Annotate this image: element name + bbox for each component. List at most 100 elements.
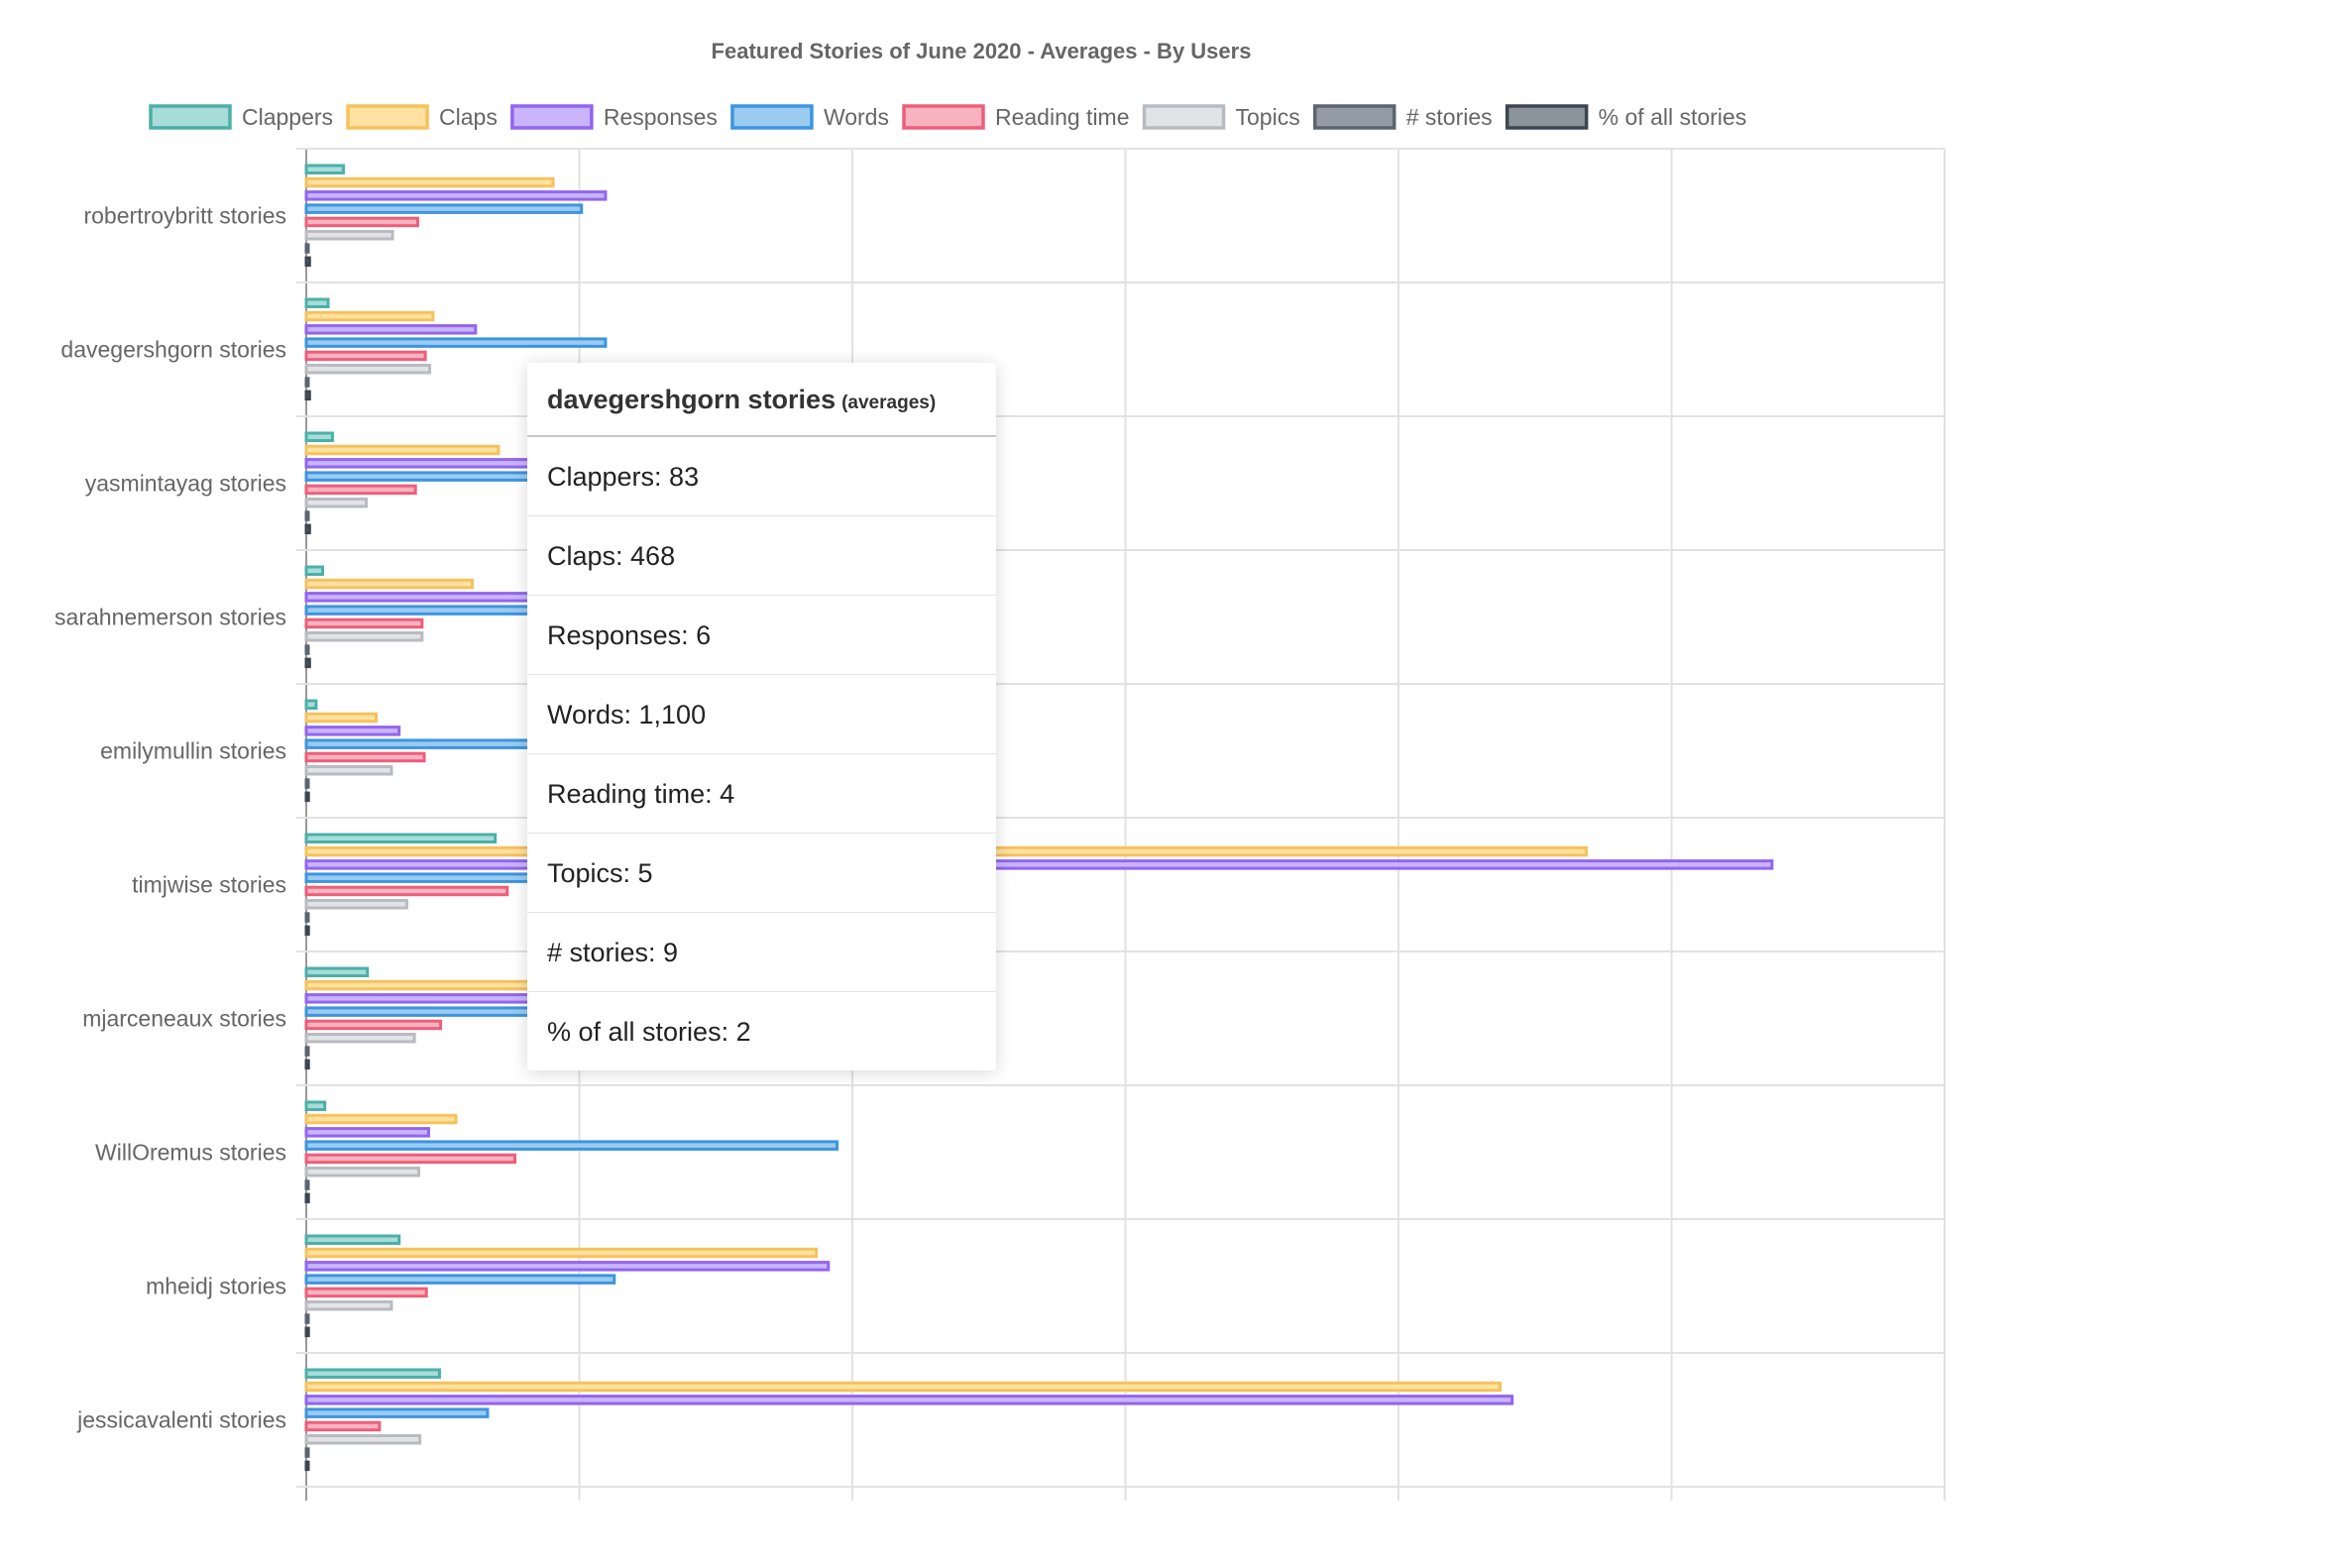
legend-item[interactable]: Clappers (149, 104, 333, 130)
legend-item[interactable]: Responses (510, 104, 718, 130)
bar[interactable] (304, 176, 555, 188)
bar[interactable] (304, 1313, 310, 1324)
bar[interactable] (304, 631, 424, 642)
bar[interactable] (304, 1059, 310, 1070)
bar[interactable] (304, 833, 498, 843)
tooltip-title: davegershgorn stories (547, 385, 837, 414)
bar[interactable] (304, 390, 311, 401)
bar[interactable] (304, 337, 608, 348)
bar[interactable] (304, 1127, 430, 1138)
bar[interactable] (304, 1420, 382, 1432)
bar[interactable] (304, 310, 435, 322)
tooltip-row: Reading time: 4 (527, 754, 996, 834)
bar[interactable] (304, 216, 419, 228)
legend-label: Topics (1236, 104, 1300, 130)
bar[interactable] (304, 791, 310, 803)
bar[interactable] (304, 230, 394, 241)
legend-item[interactable]: Reading time (902, 104, 1130, 130)
bar[interactable] (304, 1261, 831, 1272)
bar[interactable] (304, 1179, 310, 1190)
legend: Clappers Claps Responses Words Reading time T… (149, 104, 1747, 130)
bar[interactable] (304, 1395, 1514, 1405)
tooltip-subtitle: (averages) (841, 392, 937, 413)
bar[interactable] (304, 657, 311, 669)
bar[interactable] (304, 993, 535, 1004)
y-tick-label: yasmintayag stories (85, 471, 286, 497)
bar[interactable] (304, 1033, 416, 1044)
legend-swatch (510, 104, 594, 130)
bar[interactable] (304, 859, 1774, 870)
bar[interactable] (304, 1006, 562, 1017)
legend-item[interactable]: Topics (1142, 104, 1300, 130)
tooltip-row: Topics: 5 (527, 834, 996, 913)
bar[interactable] (304, 1100, 327, 1111)
bar[interactable] (304, 1326, 310, 1338)
bar[interactable] (304, 498, 369, 508)
bar[interactable] (304, 350, 427, 362)
legend-swatch (149, 104, 232, 130)
bar[interactable] (304, 324, 478, 335)
bar[interactable] (304, 431, 334, 442)
bar[interactable] (304, 523, 311, 535)
bar[interactable] (304, 1046, 310, 1057)
bar[interactable] (304, 510, 310, 521)
legend-item[interactable]: Words (730, 104, 889, 130)
bar[interactable] (304, 1153, 516, 1165)
bar[interactable] (304, 364, 432, 375)
bar[interactable] (304, 256, 311, 268)
bar[interactable] (304, 1381, 1502, 1393)
bar[interactable] (304, 712, 379, 724)
bar[interactable] (304, 164, 345, 174)
bar[interactable] (304, 912, 310, 923)
bar[interactable] (304, 925, 310, 937)
bar[interactable] (304, 644, 310, 655)
legend-item[interactable]: Claps (346, 104, 498, 130)
bar[interactable] (304, 1368, 441, 1379)
bar[interactable] (304, 885, 509, 897)
bar[interactable] (304, 1247, 819, 1259)
bar[interactable] (304, 1447, 310, 1458)
bar[interactable] (304, 617, 424, 629)
bar[interactable] (304, 297, 330, 308)
bar[interactable] (304, 484, 417, 496)
bar[interactable] (304, 592, 551, 603)
bar[interactable] (304, 1167, 421, 1177)
bar[interactable] (304, 377, 310, 388)
legend-label: # stories (1406, 104, 1493, 130)
bar[interactable] (304, 778, 310, 789)
bar[interactable] (304, 738, 546, 749)
legend-item[interactable]: # stories (1312, 104, 1493, 130)
legend-swatch (346, 104, 429, 130)
bar[interactable] (304, 1434, 422, 1445)
bar[interactable] (304, 578, 475, 590)
legend-item[interactable]: % of all stories (1505, 104, 1747, 130)
bar[interactable] (304, 458, 555, 469)
bar[interactable] (304, 1300, 393, 1311)
bar[interactable] (304, 243, 310, 254)
bar[interactable] (304, 471, 562, 482)
bar[interactable] (304, 699, 318, 710)
bar[interactable] (304, 203, 584, 214)
bar[interactable] (304, 1460, 310, 1472)
bar[interactable] (304, 1287, 428, 1298)
bar[interactable] (304, 444, 501, 456)
bar[interactable] (304, 1407, 490, 1418)
bar[interactable] (304, 1234, 401, 1245)
bar[interactable] (304, 726, 401, 736)
bar[interactable] (304, 872, 542, 883)
bar[interactable] (304, 966, 370, 977)
bar[interactable] (304, 751, 426, 763)
bar[interactable] (304, 1274, 616, 1285)
bar[interactable] (304, 765, 393, 776)
bar[interactable] (304, 605, 555, 616)
bar[interactable] (304, 190, 608, 201)
y-tick-label: sarahnemerson stories (55, 605, 286, 630)
bar[interactable] (304, 565, 325, 576)
bar[interactable] (304, 1113, 458, 1125)
bar[interactable] (304, 1019, 443, 1031)
tooltip-row: Responses: 6 (527, 596, 996, 675)
bar[interactable] (304, 1140, 839, 1151)
bar[interactable] (304, 1192, 310, 1204)
bar[interactable] (304, 899, 408, 910)
